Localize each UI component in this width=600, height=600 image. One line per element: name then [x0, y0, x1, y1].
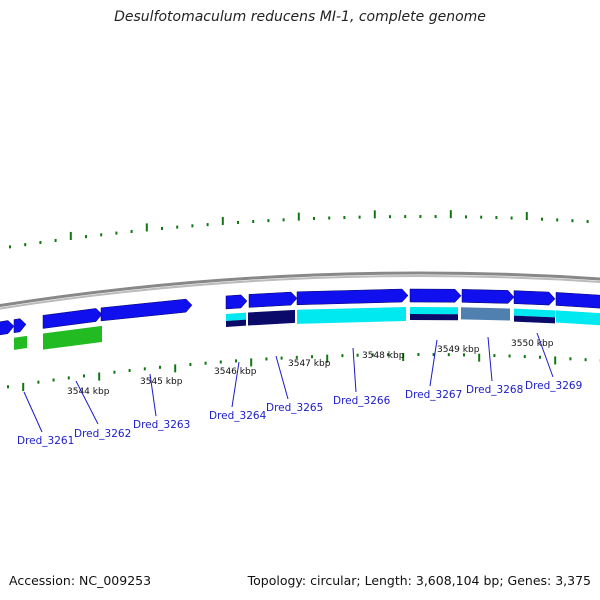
- gene-leader-line: [536, 332, 554, 378]
- gene-label[interactable]: Dred_3265: [266, 402, 323, 414]
- cds-block: [226, 312, 246, 322]
- cds-block: [410, 314, 458, 321]
- forward-gene-arrow: [461, 289, 515, 304]
- forward-gene-arrow: [409, 288, 462, 303]
- inner-scale-ticks: [7, 353, 600, 392]
- genome-backbone-shadow: [0, 275, 600, 310]
- cds-block: [556, 310, 600, 326]
- scale-tick-label: 3549 kbp: [437, 345, 480, 355]
- cds-block: [514, 315, 555, 324]
- gene-leader-line: [149, 373, 157, 417]
- gene-label[interactable]: Dred_3266: [333, 395, 391, 407]
- forward-gene-arrow: [0, 320, 15, 336]
- outer-scale-ticks: [9, 210, 589, 249]
- scale-tick-label: 3550 kbp: [511, 339, 554, 349]
- cds-block: [514, 308, 555, 318]
- gene-leader-line: [75, 380, 99, 425]
- scale-tick-label: 3547 kbp: [288, 359, 331, 369]
- scale-tick-label: 3546 kbp: [214, 367, 257, 377]
- gene-leader-line: [23, 391, 43, 433]
- forward-gene-arrow: [513, 290, 556, 306]
- gene-leader-line: [487, 336, 493, 382]
- cds-block: [14, 335, 27, 350]
- gene-leader-line: [352, 347, 357, 393]
- forward-gene-arrow: [100, 298, 193, 322]
- gene-leader-line: [429, 339, 438, 387]
- gene-leader-line: [231, 361, 240, 408]
- cds-block: [226, 319, 246, 328]
- forward-gene-arrow: [296, 288, 409, 306]
- scale-tick-label: 3544 kbp: [67, 387, 110, 397]
- gene-label[interactable]: Dred_3269: [525, 380, 582, 392]
- cds-block: [461, 307, 510, 321]
- gene-label[interactable]: Dred_3264: [209, 410, 267, 422]
- gene-labels: Dred_3261Dred_3262Dred_3263Dred_3264Dred…: [17, 332, 582, 447]
- scale-tick-labels: 3544 kbp 3545 kbp 3546 kbp 3547 kbp 3548 kbp…: [67, 339, 554, 397]
- forward-gene-arrow: [555, 292, 600, 309]
- forward-gene-arrow: [248, 291, 298, 308]
- forward-gene-arrow: [225, 294, 248, 310]
- cds-track: [14, 307, 600, 350]
- accession-text: Accession: NC_009253: [9, 573, 152, 588]
- gene-label[interactable]: Dred_3268: [466, 384, 523, 396]
- cds-block: [43, 325, 102, 350]
- cds-block: [410, 307, 458, 315]
- gene-label[interactable]: Dred_3267: [405, 389, 462, 401]
- gene-label[interactable]: Dred_3262: [74, 428, 131, 440]
- forward-gene-arrow: [13, 318, 27, 334]
- cds-block: [248, 309, 295, 326]
- map-title: Desulfotomaculum reducens MI-1, complete…: [114, 9, 486, 25]
- forward-strand-genes: [0, 288, 600, 336]
- scale-tick-label: 3545 kbp: [140, 377, 183, 387]
- scale-tick-label: 3548 kbp: [362, 351, 405, 361]
- gene-label[interactable]: Dred_3261: [17, 435, 74, 447]
- forward-gene-arrow: [42, 308, 103, 329]
- gene-label[interactable]: Dred_3263: [133, 419, 190, 431]
- genome-backbone: [0, 271, 600, 308]
- gene-leader-line: [275, 355, 289, 400]
- genome-summary-text: Topology: circular; Length: 3,608,104 bp…: [247, 573, 591, 588]
- cds-block: [297, 307, 406, 324]
